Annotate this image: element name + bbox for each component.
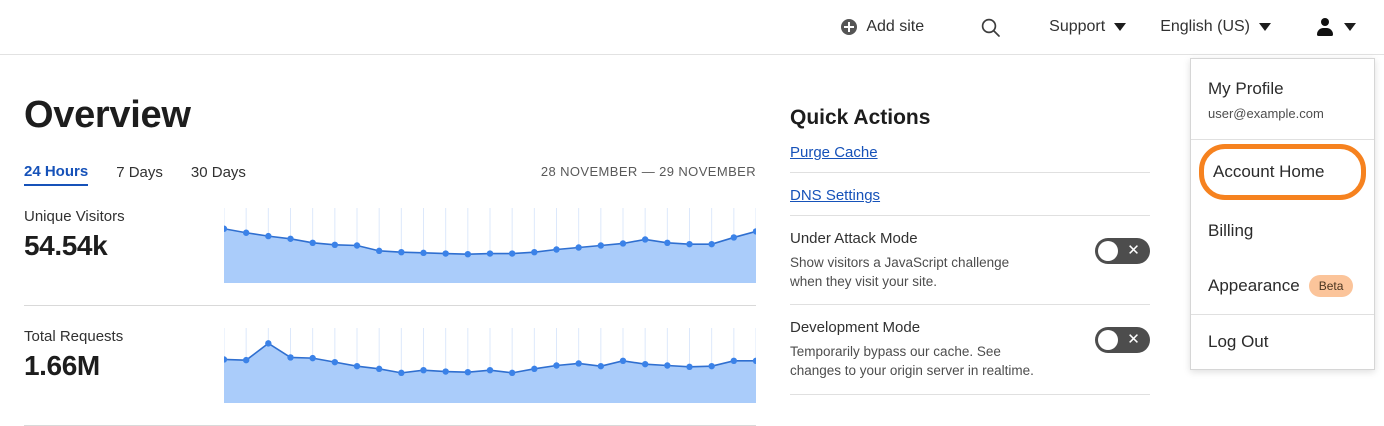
page-title: Overview xyxy=(24,94,191,136)
timerange-tabs: 24 Hours 7 Days 30 Days 28 NOVEMBER — 29… xyxy=(24,163,756,186)
tab-24-hours[interactable]: 24 Hours xyxy=(24,163,89,186)
under-attack-mode-description: Show visitors a JavaScript challenge whe… xyxy=(790,255,1010,290)
add-site-button[interactable]: Add site xyxy=(841,18,924,36)
under-attack-mode-row: Under Attack Mode Show visitors a JavaSc… xyxy=(790,216,1150,306)
development-mode-toggle[interactable]: ✕ xyxy=(1095,327,1150,354)
menu-item-label: Log Out xyxy=(1208,332,1269,351)
search-icon xyxy=(981,18,1000,37)
metric-label: Total Requests xyxy=(24,328,124,345)
menu-profile-section: My Profile user@example.com xyxy=(1191,59,1374,140)
beta-badge: Beta xyxy=(1308,275,1354,297)
my-profile-label: My Profile xyxy=(1208,79,1284,98)
menu-item-label: Account Home xyxy=(1213,162,1325,181)
chevron-down-icon xyxy=(1344,23,1356,31)
menu-item-label: Appearance xyxy=(1208,276,1300,295)
quick-actions-title: Quick Actions xyxy=(790,106,931,129)
date-range-label: 28 NOVEMBER — 29 NOVEMBER xyxy=(540,164,756,179)
dns-settings-link[interactable]: DNS Settings xyxy=(790,187,881,204)
sparkline-total-requests xyxy=(224,328,756,403)
menu-item-account-home[interactable]: Account Home xyxy=(1199,144,1366,200)
chevron-down-icon xyxy=(1114,23,1127,31)
sparkline-unique-visitors xyxy=(224,208,756,283)
development-mode-description: Temporarily bypass our cache. See change… xyxy=(790,344,1034,379)
menu-item-log-out[interactable]: Log Out xyxy=(1191,315,1374,369)
support-label: Support xyxy=(1049,18,1106,35)
tab-30-days[interactable]: 30 Days xyxy=(190,164,246,181)
language-label: English (US) xyxy=(1160,18,1250,35)
chevron-down-icon xyxy=(1259,23,1271,31)
tab-7-days[interactable]: 7 Days xyxy=(116,164,163,181)
menu-main-section: Account Home Billing Appearance Beta xyxy=(1191,144,1374,315)
menu-item-billing[interactable]: Billing xyxy=(1191,204,1374,258)
metric-value: 54.54k xyxy=(24,230,108,261)
menu-item-appearance[interactable]: Appearance Beta xyxy=(1191,258,1374,314)
development-mode-label: Development Mode xyxy=(790,319,921,337)
quick-actions-section: Quick Actions Purge Cache DNS Settings U… xyxy=(790,55,1150,395)
metric-unique-visitors: Unique Visitors 54.54k xyxy=(24,208,756,305)
add-site-label: Add site xyxy=(866,18,925,35)
plus-circle-icon xyxy=(841,19,858,35)
quick-action-purge-cache-row: Purge Cache xyxy=(790,130,1150,173)
account-menu-button[interactable] xyxy=(1315,17,1356,37)
account-dropdown-menu: My Profile user@example.com Account Home… xyxy=(1190,58,1375,370)
language-menu-button[interactable]: English (US) xyxy=(1160,18,1271,36)
overview-section: Overview 24 Hours 7 Days 30 Days 28 NOVE… xyxy=(24,55,756,426)
my-profile-item[interactable]: My Profile user@example.com xyxy=(1191,59,1374,139)
profile-email: user@example.com xyxy=(1208,106,1324,121)
purge-cache-link[interactable]: Purge Cache xyxy=(790,144,878,161)
search-button[interactable] xyxy=(980,17,1001,38)
under-attack-mode-toggle[interactable]: ✕ xyxy=(1095,238,1150,264)
toggle-knob xyxy=(1098,330,1118,351)
metric-label: Unique Visitors xyxy=(24,208,125,225)
metric-value: 1.66M xyxy=(24,350,100,381)
development-mode-row: Development Mode Temporarily bypass our … xyxy=(790,305,1150,395)
close-icon: ✕ xyxy=(1127,331,1140,349)
top-navigation-bar: Add site Support English (US) xyxy=(0,0,1384,55)
person-icon xyxy=(1315,17,1335,37)
menu-logout-section: Log Out xyxy=(1191,315,1374,369)
close-icon: ✕ xyxy=(1127,242,1140,259)
toggle-knob xyxy=(1098,241,1118,261)
menu-item-label: Billing xyxy=(1208,221,1254,240)
main-content: Overview 24 Hours 7 Days 30 Days 28 NOVE… xyxy=(0,55,1384,426)
section-divider xyxy=(24,305,756,306)
metric-total-requests: Total Requests 1.66M xyxy=(24,328,756,425)
support-menu-button[interactable]: Support xyxy=(1049,18,1127,36)
quick-action-dns-settings-row: DNS Settings xyxy=(790,173,1150,216)
under-attack-mode-label: Under Attack Mode xyxy=(790,230,918,247)
